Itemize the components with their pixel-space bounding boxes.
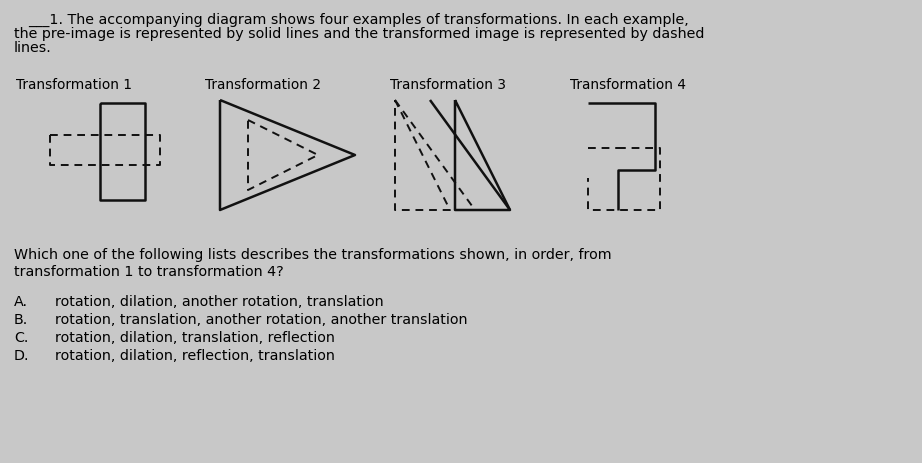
Text: lines.: lines. bbox=[14, 41, 52, 55]
Text: Which one of the following lists describes the transformations shown, in order, : Which one of the following lists describ… bbox=[14, 248, 611, 262]
Text: Transformation 4: Transformation 4 bbox=[570, 78, 686, 92]
Text: rotation, dilation, reflection, translation: rotation, dilation, reflection, translat… bbox=[55, 349, 335, 363]
Text: rotation, dilation, translation, reflection: rotation, dilation, translation, reflect… bbox=[55, 331, 335, 345]
Text: D.: D. bbox=[14, 349, 30, 363]
Text: transformation 1 to transformation 4?: transformation 1 to transformation 4? bbox=[14, 265, 284, 279]
Text: Transformation 1: Transformation 1 bbox=[16, 78, 132, 92]
Text: Transformation 3: Transformation 3 bbox=[390, 78, 506, 92]
Text: A.: A. bbox=[14, 295, 28, 309]
Text: B.: B. bbox=[14, 313, 29, 327]
Text: rotation, dilation, another rotation, translation: rotation, dilation, another rotation, tr… bbox=[55, 295, 384, 309]
Text: the pre-image is represented by solid lines and the transformed image is represe: the pre-image is represented by solid li… bbox=[14, 27, 704, 41]
Text: ___1. The accompanying diagram shows four examples of transformations. In each e: ___1. The accompanying diagram shows fou… bbox=[28, 13, 689, 27]
Text: Transformation 2: Transformation 2 bbox=[205, 78, 321, 92]
Text: C.: C. bbox=[14, 331, 29, 345]
Text: rotation, translation, another rotation, another translation: rotation, translation, another rotation,… bbox=[55, 313, 467, 327]
